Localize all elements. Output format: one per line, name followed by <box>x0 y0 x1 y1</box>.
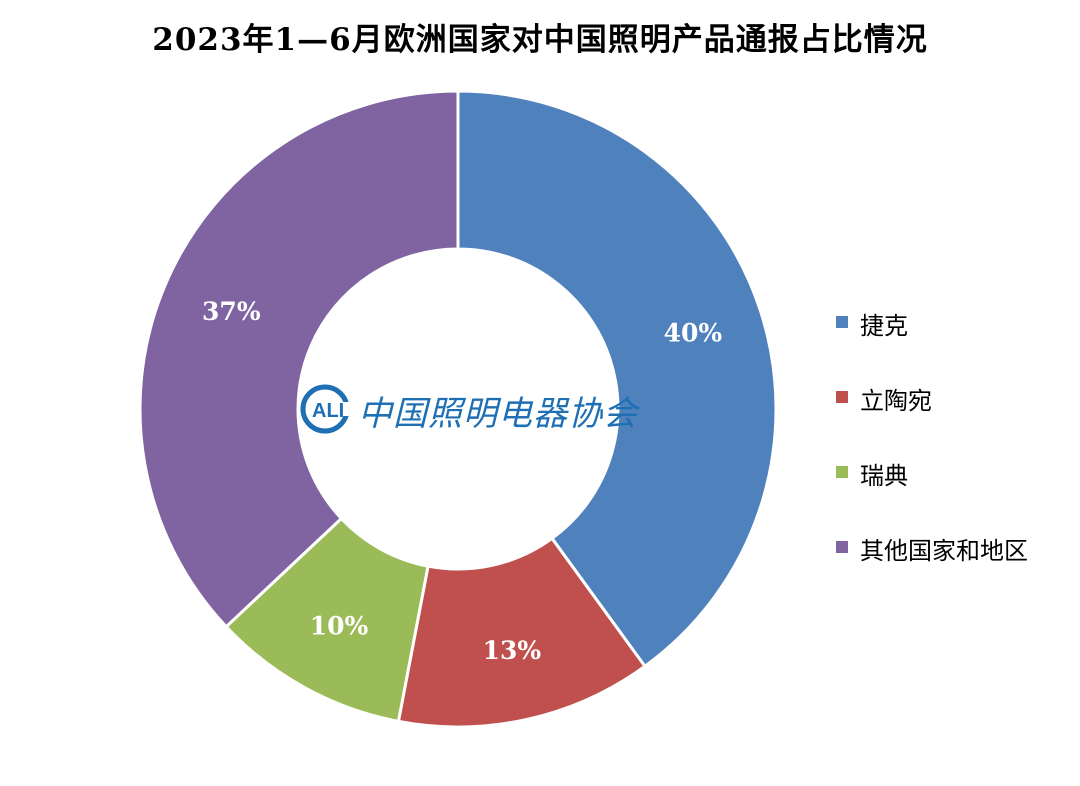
slice-2 <box>396 536 648 729</box>
slice-4 <box>138 89 460 629</box>
legend-swatch <box>836 391 848 403</box>
logo-emblem-icon: ALI <box>300 384 350 434</box>
data-label-4: 37% <box>202 297 261 326</box>
slice-1 <box>456 89 778 669</box>
logo: ALI 中国照明电器协会 <box>300 378 637 442</box>
legend-label: 捷克 <box>860 312 908 340</box>
legend-swatch <box>836 466 848 478</box>
chart-title: 2023年1—6月欧洲国家对中国照明产品通报占比情况 <box>152 22 928 58</box>
legend-label: 立陶宛 <box>860 387 932 415</box>
legend-label: 瑞典 <box>860 462 908 490</box>
svg-text:ALI: ALI <box>312 400 344 422</box>
data-label-1: 40% <box>664 319 723 348</box>
data-label-2: 13% <box>483 636 542 665</box>
logo-text: 中国照明电器协会 <box>358 394 638 434</box>
legend-label: 其他国家和地区 <box>860 537 1028 565</box>
legend-swatch <box>836 541 848 553</box>
legend-swatch <box>836 316 848 328</box>
data-label-3: 10% <box>310 611 369 640</box>
